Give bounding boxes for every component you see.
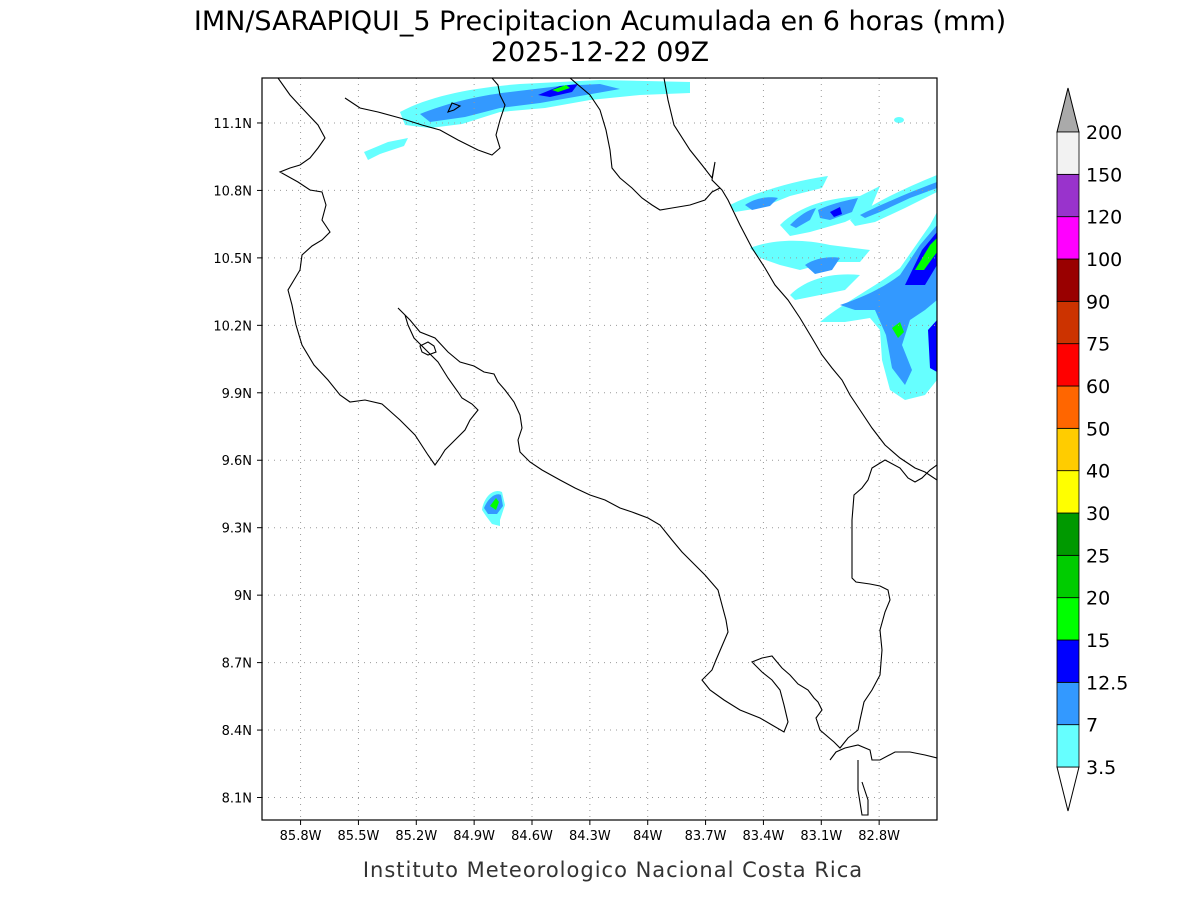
precip-band-east-12mm [905,232,937,372]
colorbar-swatch [1056,385,1080,429]
coastline-osa-lakes [419,341,437,356]
lat-tick-label: 10.8N [213,184,252,199]
colorbar-swatch [1056,427,1080,472]
lat-tick-label: 9.9N [222,387,252,402]
colorbar-label: 30 [1086,503,1110,525]
colorbar-swatch [1056,724,1080,768]
colorbar-lower-arrow [1056,766,1080,812]
coastline-burica-peninsula [857,760,869,816]
colorbar-label: 75 [1086,334,1110,356]
lon-tick-label: 84W [633,829,663,844]
precip-patch-caribbean-3-7mm [860,182,937,218]
lon-tick-label: 85.5W [338,829,380,844]
precip-patch-caribbean-4 [750,240,870,270]
lon-tick-label: 85.2W [395,829,437,844]
coastline-north-inlet [446,102,462,113]
precip-patch-caribbean-2-7mm [790,198,858,228]
colorbar-label: 7 [1086,715,1098,737]
lon-tick-label: 83.1W [800,829,842,844]
lat-tick-label: 8.4N [222,724,252,739]
coastline-lake-nicaragua [344,78,506,156]
colorbar-swatch [1056,131,1080,175]
colorbar-label: 50 [1086,418,1110,440]
colorbar-label: 25 [1086,545,1110,567]
lat-tick-label: 9.3N [222,522,252,537]
colorbar-swatch [1056,681,1080,726]
lat-tick-label: 10.2N [213,319,252,334]
coastline-pacific [277,78,937,749]
lon-tick-label: 85.8W [280,829,322,844]
precip-patch-caribbean-2-12mm [830,207,842,217]
border-nicaragua [569,78,721,211]
colorbar-swatch [1056,639,1080,683]
precipitation-colorbar: 3.5 7 12.5 15 20 25 30 40 50 60 75 90 100 120 150 200 [1056,87,1128,812]
lat-tick-label: 8.1N [222,792,252,807]
colorbar-swatch [1056,258,1080,302]
precip-patch-east-green [892,322,904,338]
precip-band-north-15mm [552,85,570,92]
lat-tick-label: 10.5N [213,252,252,267]
colorbar-swatch [1056,173,1080,218]
lon-tick-label: 84.9W [453,829,495,844]
precip-band-north-7mm [420,84,620,122]
precip-band-east-7mm [840,225,937,385]
longitude-axis: 85.8W 85.5W 85.2W 84.9W 84.6W 84.3W 84W 83.7W 83… [280,820,900,844]
lon-tick-label: 83.4W [743,829,785,844]
colorbar-swatch [1056,597,1080,641]
colorbar-swatch [1056,470,1080,514]
precip-cell-nicoya-15mm [490,498,499,510]
precip-patch-caribbean-4-7mm [805,257,840,274]
border-panama [829,744,937,761]
precip-patch-caribbean-1-7mm [745,197,778,210]
colorbar-label: 100 [1086,249,1122,271]
coastline-caribbean [663,78,937,481]
colorbar-label: 120 [1086,207,1122,229]
colorbar-label: 3.5 [1086,757,1116,779]
precip-patch-east-small [894,117,904,123]
colorbar-label: 60 [1086,376,1110,398]
precip-band-east-15mm [915,238,937,270]
lon-tick-label: 82.8W [858,829,900,844]
colorbar-label: 90 [1086,291,1110,313]
colorbar-swatch [1056,300,1080,345]
lon-tick-label: 83.7W [685,829,727,844]
credit-footer: Instituto Meteorologico Nacional Costa R… [363,858,863,882]
map-graticule [262,78,937,820]
precipitation-fields [364,80,937,526]
precip-patch-northwest [364,138,408,160]
colorbar-upper-arrow [1056,87,1080,133]
colorbar-label: 200 [1086,122,1122,144]
plot-frame [261,77,938,821]
colorbar-label: 20 [1086,588,1110,610]
lat-tick-label: 8.7N [222,657,252,672]
colorbar-swatch [1056,554,1080,599]
colorbar-label: 40 [1086,461,1110,483]
plot-area [262,78,937,820]
colorbar-swatch [1056,343,1080,387]
lon-tick-label: 84.6W [511,829,553,844]
coastlines-borders [277,78,937,816]
precip-band-north [400,80,690,128]
lon-tick-label: 84.3W [569,829,611,844]
lat-tick-label: 9.6N [222,454,252,469]
colorbar-label: 12.5 [1086,672,1128,694]
lat-tick-label: 9N [234,589,252,604]
colorbar-swatch [1056,216,1080,260]
colorbar-label: 150 [1086,164,1122,186]
lat-tick-label: 11.1N [213,117,252,132]
colorbar-swatch [1056,512,1080,556]
colorbar-label: 15 [1086,630,1110,652]
precip-patch-caribbean-5 [790,274,860,300]
map-subtitle-datetime: 2025-12-22 09Z [491,37,709,68]
map-title: IMN/SARAPIQUI_5 Precipitacion Acumulada … [194,6,1006,37]
latitude-axis: 11.1N 10.8N 10.5N 10.2N 9.9N 9.6N 9.3N 9N 8.7N 8.… [213,117,262,807]
